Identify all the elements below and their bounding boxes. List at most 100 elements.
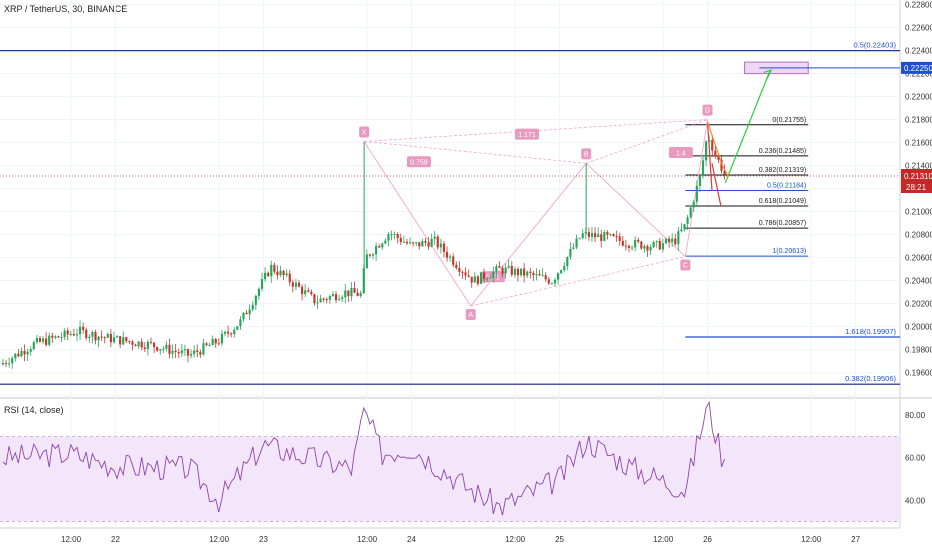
candle-body [119, 336, 122, 345]
price-tick-label: 0.22800 [905, 1, 932, 10]
candle-body [100, 336, 103, 338]
candle-body [202, 343, 205, 355]
candle-body [461, 271, 464, 273]
candle-body [149, 341, 153, 343]
candle-body [473, 276, 476, 283]
candle-body [66, 330, 69, 335]
candle-body [4, 362, 8, 364]
candle-body [452, 256, 455, 265]
time-tick-label: 26 [703, 535, 712, 544]
price-tick-label: 0.19800 [905, 346, 932, 355]
candle-body [720, 159, 723, 171]
candle-body [479, 272, 483, 284]
candle-body [464, 272, 467, 276]
candle-body [532, 272, 535, 276]
candle-body [131, 341, 134, 345]
time-tick-label: 12:00 [357, 535, 378, 544]
projection-arrow-green [724, 71, 771, 184]
candle-body [371, 254, 375, 256]
price-tick-label: 0.20800 [905, 231, 932, 240]
pattern-ratio-label: 0.759 [410, 160, 428, 167]
candle-body [723, 170, 726, 175]
candle-body [106, 334, 109, 338]
candle-body [421, 241, 424, 247]
candle-body [322, 298, 325, 300]
candle-body [649, 247, 652, 251]
candle-body [29, 349, 32, 352]
candle-body [128, 341, 131, 343]
candle-body [412, 242, 415, 244]
candle-body [257, 288, 261, 296]
price-tick-label: 0.20400 [905, 277, 932, 286]
candle-body [393, 233, 396, 235]
time-tick-label: 23 [259, 535, 268, 544]
candle-body [183, 349, 186, 351]
time-axis: 12:00 22 12:00 23 12:00 24 12:00 25 12:00 26 12:00… [61, 535, 861, 544]
price-axis-background [900, 0, 932, 398]
candle-body [504, 267, 507, 274]
candle-body [260, 279, 264, 289]
fib-level-label: 0.236(0.21485) [759, 148, 806, 155]
candle-body [399, 237, 402, 243]
chart-title: XRP / TetherUS, 30, BINANCE [4, 4, 127, 14]
candle-body [578, 238, 581, 240]
projection-channel-orange [707, 121, 729, 177]
candle-body [217, 343, 220, 345]
pattern-ratio-line [470, 256, 686, 307]
candle-body [189, 354, 193, 356]
candle-body [541, 275, 544, 277]
pattern-point-badge [680, 259, 691, 271]
candle-body [381, 243, 384, 248]
candle-body [341, 297, 344, 300]
candle-body [618, 236, 621, 241]
candle-body [264, 272, 267, 280]
candle-body [347, 290, 350, 297]
fib-level-label: 1(0.20613) [772, 248, 806, 255]
candle-body [458, 268, 461, 272]
pattern-ratio-line [586, 119, 708, 164]
candle-body [664, 238, 668, 244]
candle-body [698, 175, 701, 186]
candle-body [304, 290, 307, 295]
pattern-ratio-badge [668, 146, 693, 158]
candle-body [519, 268, 523, 276]
candle-body [384, 240, 387, 244]
price-tick-label: 0.20200 [905, 300, 932, 309]
candle-body [671, 238, 674, 243]
candle-body [11, 358, 14, 364]
candle-body [624, 245, 627, 247]
candle-body [680, 229, 683, 232]
candle-body [717, 155, 720, 160]
fib-level-label: 0.618(0.21049) [759, 198, 806, 205]
candle-body [705, 141, 708, 161]
candle-body [368, 254, 372, 256]
candle-body [661, 243, 664, 250]
price-tick-label: 0.22000 [905, 93, 932, 102]
projection-arrow-red-2 [711, 163, 722, 207]
candle-body [82, 326, 85, 330]
candle-body [23, 350, 26, 355]
candle-body [94, 332, 97, 341]
candle-body [223, 331, 227, 334]
candle-body [245, 312, 248, 315]
candle-body [597, 234, 600, 238]
candle-body [686, 217, 689, 225]
pattern-point-label: B [584, 151, 589, 158]
candle-body [634, 239, 637, 248]
candle-body [310, 291, 313, 295]
candle-body [313, 294, 316, 304]
candle-body [319, 298, 322, 303]
pattern-point-label: C [683, 263, 688, 270]
candle-body [143, 347, 146, 349]
candle-body [75, 334, 79, 336]
time-tick-label: 24 [407, 535, 416, 544]
candle-body [640, 241, 643, 249]
candle-body [174, 350, 177, 353]
candle-body [627, 245, 631, 248]
candle-body [449, 256, 452, 258]
time-tick-label: 12:00 [801, 535, 822, 544]
candle-body [658, 240, 661, 250]
candle-body [125, 337, 128, 342]
price-tick-label: 0.22600 [905, 24, 932, 33]
